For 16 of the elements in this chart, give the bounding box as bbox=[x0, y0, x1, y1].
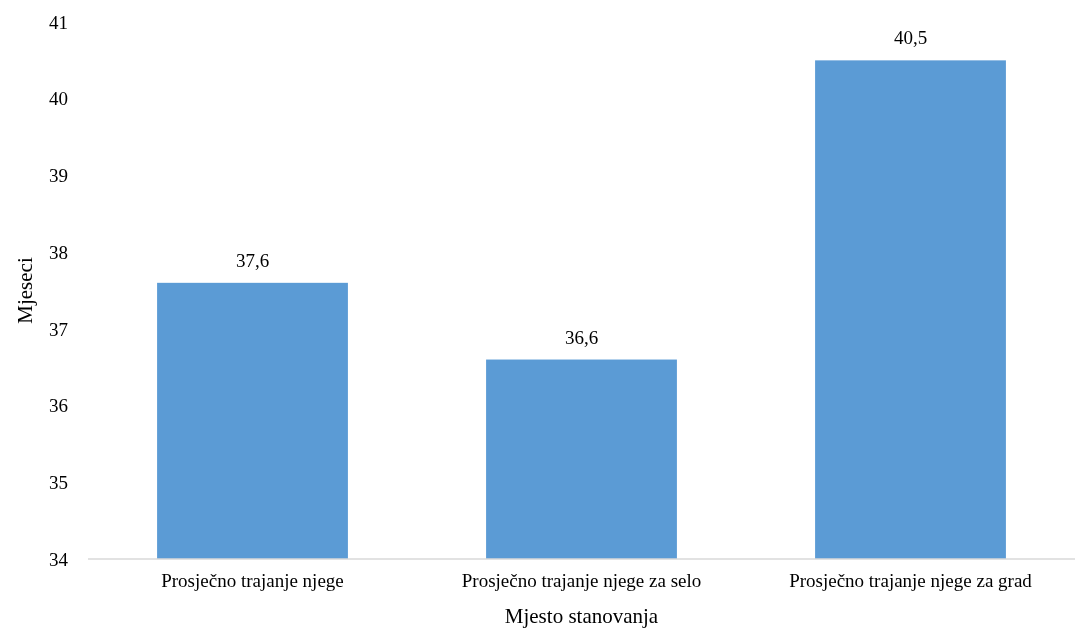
x-tick-label: Prosječno trajanje njege za grad bbox=[789, 570, 1033, 591]
y-tick-label: 39 bbox=[49, 165, 68, 187]
x-axis-title: Mjesto stanovanja bbox=[504, 604, 659, 628]
y-tick-label: 35 bbox=[49, 471, 68, 493]
x-tick-label: Prosječno trajanje njege za selo bbox=[461, 570, 702, 591]
y-tick-label: 38 bbox=[49, 241, 68, 263]
data-label: 36,6 bbox=[564, 326, 599, 348]
y-tick-label: 36 bbox=[49, 395, 68, 417]
data-label: 40,5 bbox=[893, 27, 928, 49]
y-tick-label: 41 bbox=[49, 11, 68, 33]
x-tick-label: Prosječno trajanje njege bbox=[161, 570, 344, 591]
data-label: 37,6 bbox=[235, 249, 270, 271]
y-tick-label: 34 bbox=[49, 548, 69, 570]
y-axis-title: Mjeseci bbox=[13, 257, 37, 324]
y-tick-label: 37 bbox=[49, 318, 68, 340]
y-tick-label: 40 bbox=[49, 88, 68, 110]
